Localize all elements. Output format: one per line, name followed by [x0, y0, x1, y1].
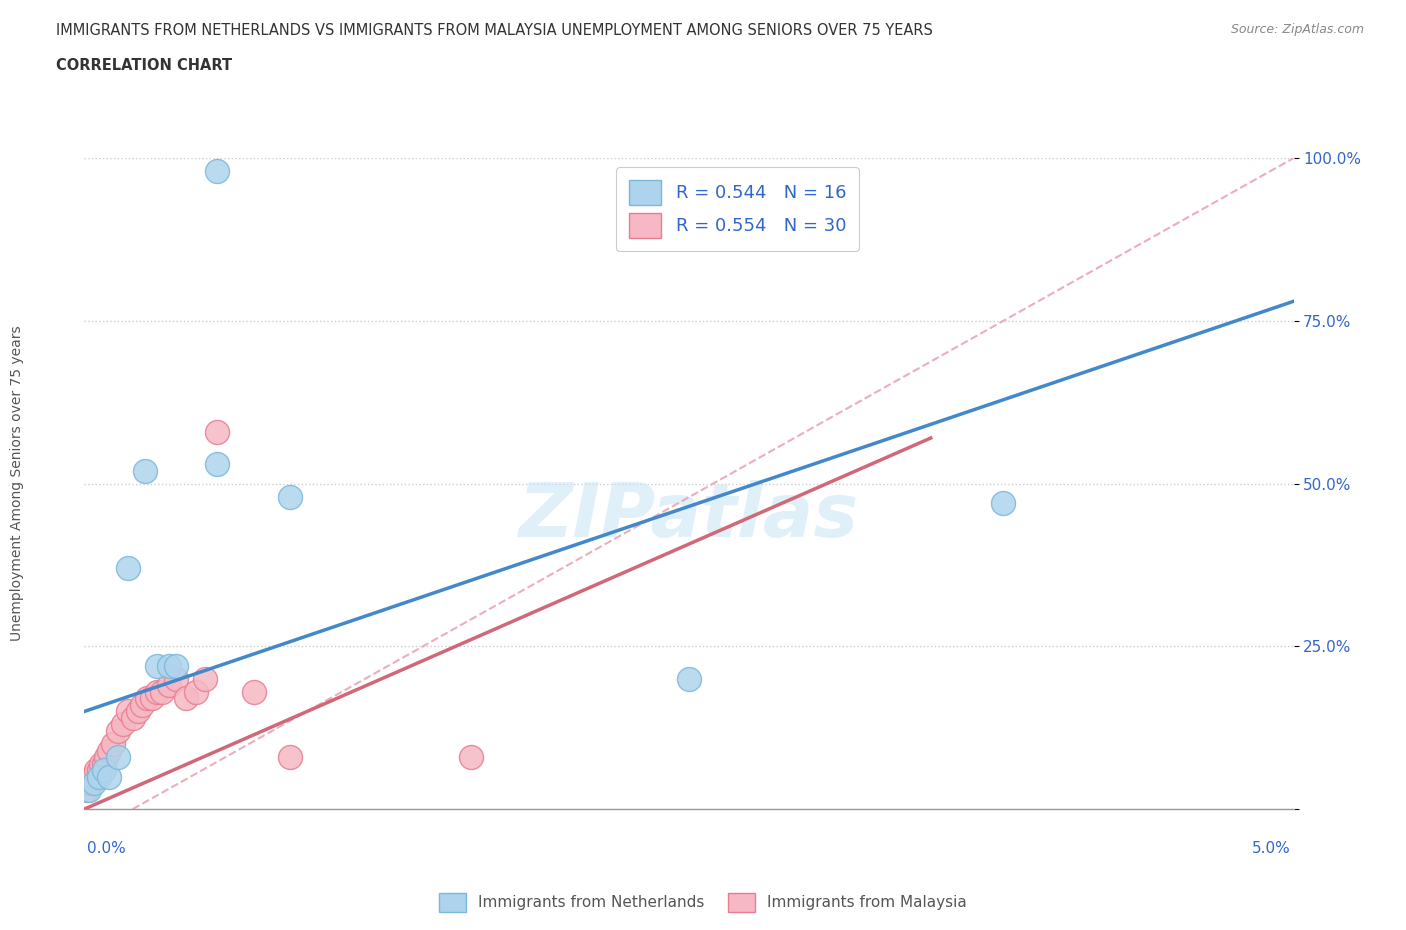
- Text: 5.0%: 5.0%: [1251, 841, 1291, 856]
- Point: [87, 763, 110, 777]
- Legend: R = 0.544   N = 16, R = 0.554   N = 30: R = 0.544 N = 16, R = 0.554 N = 30: [616, 167, 859, 251]
- Point: [165, 658, 187, 673]
- Point: [146, 658, 169, 673]
- Text: Unemployment Among Seniors over 75 years: Unemployment Among Seniors over 75 years: [10, 326, 24, 642]
- Point: [87, 769, 110, 784]
- Point: [242, 684, 264, 699]
- Text: ZIPatlas: ZIPatlas: [519, 480, 859, 552]
- Point: [678, 671, 700, 686]
- Point: [107, 750, 129, 764]
- Point: [77, 782, 100, 797]
- Point: [93, 763, 115, 777]
- Point: [83, 769, 105, 784]
- Point: [184, 684, 207, 699]
- Legend: Immigrants from Netherlands, Immigrants from Malaysia: Immigrants from Netherlands, Immigrants …: [433, 887, 973, 918]
- Point: [174, 691, 197, 706]
- Point: [150, 684, 173, 699]
- Point: [77, 776, 100, 790]
- Point: [103, 737, 125, 751]
- Point: [207, 164, 229, 179]
- Point: [157, 678, 180, 693]
- Point: [112, 717, 135, 732]
- Point: [76, 782, 98, 797]
- Point: [94, 750, 117, 764]
- Point: [86, 763, 108, 777]
- Point: [80, 769, 103, 784]
- Point: [278, 489, 301, 504]
- Point: [83, 776, 105, 790]
- Text: 0.0%: 0.0%: [87, 841, 127, 856]
- Point: [207, 457, 229, 472]
- Point: [97, 743, 120, 758]
- Point: [121, 711, 143, 725]
- Point: [93, 756, 115, 771]
- Point: [131, 698, 153, 712]
- Point: [117, 704, 139, 719]
- Point: [993, 496, 1015, 511]
- Point: [278, 750, 301, 764]
- Point: [134, 463, 156, 478]
- Text: Source: ZipAtlas.com: Source: ZipAtlas.com: [1230, 23, 1364, 36]
- Point: [157, 658, 180, 673]
- Text: IMMIGRANTS FROM NETHERLANDS VS IMMIGRANTS FROM MALAYSIA UNEMPLOYMENT AMONG SENIO: IMMIGRANTS FROM NETHERLANDS VS IMMIGRANT…: [56, 23, 934, 38]
- Point: [127, 704, 149, 719]
- Point: [90, 756, 112, 771]
- Point: [194, 671, 217, 686]
- Point: [117, 561, 139, 576]
- Text: CORRELATION CHART: CORRELATION CHART: [56, 58, 232, 73]
- Point: [107, 724, 129, 738]
- Point: [97, 769, 120, 784]
- Point: [165, 671, 187, 686]
- Point: [136, 691, 159, 706]
- Point: [146, 684, 169, 699]
- Point: [207, 424, 229, 439]
- Point: [460, 750, 482, 764]
- Point: [141, 691, 163, 706]
